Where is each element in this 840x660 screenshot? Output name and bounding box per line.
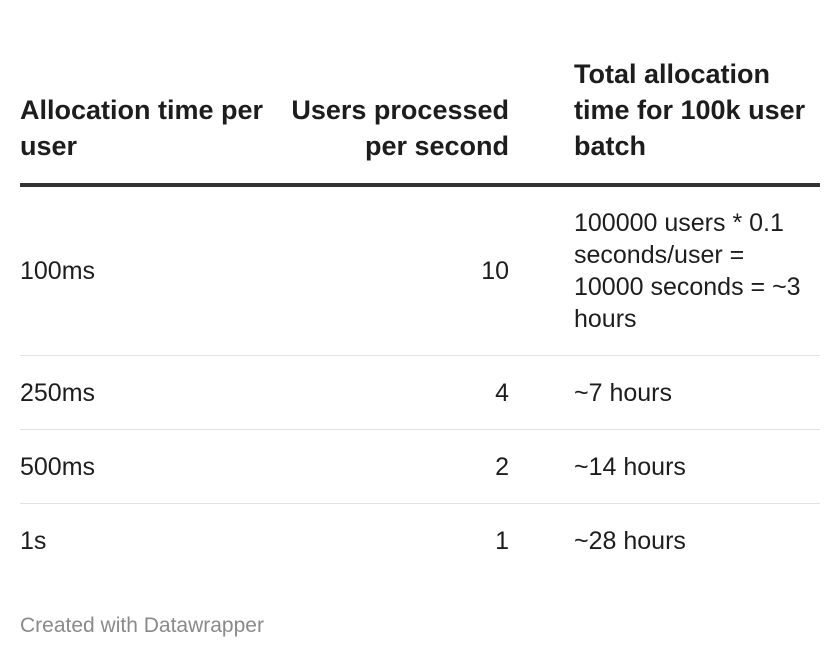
cell-allocation-time: 100ms [20,185,280,356]
cell-users-per-second: 10 [280,185,509,356]
cell-allocation-time: 250ms [20,355,280,430]
cell-total-allocation-time: ~28 hours [574,526,686,555]
column-header-users-per-second: Users processed per second [280,0,509,187]
data-table-container: Allocation time per user Users processed… [20,0,820,577]
cell-users-per-second: 4 [280,355,509,430]
table-row: 250ms 4 ~7 hours [20,355,820,430]
column-header-total-allocation-time: Total allocation time for 100k user batc… [509,0,820,187]
table-row: 500ms 2 ~14 hours [20,429,820,504]
cell-total-allocation-time: ~7 hours [509,355,820,430]
cell-allocation-time: 1s [20,526,47,555]
table-row: 1s 1 ~28 hours [20,504,820,578]
allocation-time-table: Allocation time per user Users processed… [20,0,820,577]
table-header: Allocation time per user Users processed… [20,0,820,187]
cell-total-allocation-time: ~14 hours [509,429,820,504]
cell-total-allocation-time: 100000 users * 0.1 seconds/user = 10000 … [509,185,820,356]
cell-users-per-second: 2 [280,429,509,504]
cell-allocation-time: 500ms [20,429,280,504]
header-row: Allocation time per user Users processed… [20,0,820,187]
column-header-allocation-time: Allocation time per user [20,0,280,187]
table-row: 100ms 10 100000 users * 0.1 seconds/user… [20,185,820,356]
cell-users-per-second: 1 [495,526,509,555]
datawrapper-credit: Created with Datawrapper [20,614,264,637]
table-body: 100ms 10 100000 users * 0.1 seconds/user… [20,185,820,577]
